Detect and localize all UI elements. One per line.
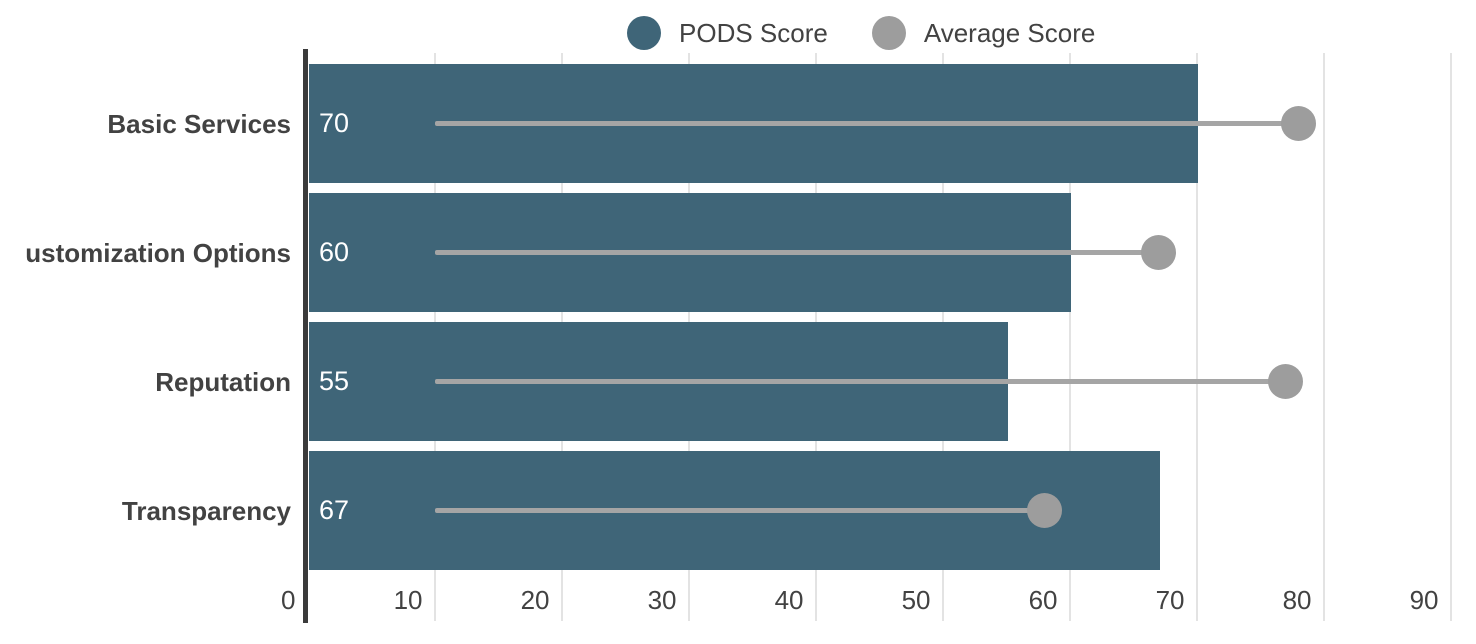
x-gridline xyxy=(1195,53,1198,621)
legend-item-label: Average Score xyxy=(923,18,1096,48)
y-axis-line xyxy=(303,49,308,623)
x-gridline xyxy=(1449,53,1452,621)
category-label: Transparency xyxy=(121,495,291,526)
x-axis-tick-label: 80 xyxy=(1282,585,1312,615)
average-score-stem xyxy=(434,121,1299,126)
x-axis-tick-label: 0 xyxy=(281,585,296,615)
x-axis-tick-label: 30 xyxy=(647,585,677,615)
bar-value-label: 60 xyxy=(319,237,350,267)
category-label: ustomization Options xyxy=(25,237,291,268)
x-axis-tick-label: 90 xyxy=(1409,585,1439,615)
legend-swatch-circle-icon xyxy=(627,16,661,50)
legend-item-pods-score[interactable]: PODS Score xyxy=(627,16,828,50)
average-score-dot[interactable] xyxy=(1280,106,1316,141)
x-gridline xyxy=(1068,53,1071,621)
x-axis-tick-label: 20 xyxy=(520,585,550,615)
average-score-dot[interactable] xyxy=(1140,235,1176,270)
bar-value-label: 67 xyxy=(319,495,350,525)
x-axis-tick-label: 10 xyxy=(393,585,423,615)
bar-value-label: 70 xyxy=(319,108,350,138)
legend-item-average-score[interactable]: Average Score xyxy=(871,16,1096,50)
bar-value-label: 55 xyxy=(319,366,350,396)
x-axis-tick-label: 70 xyxy=(1155,585,1185,615)
average-score-stem xyxy=(434,379,1286,384)
x-axis-tick-label: 50 xyxy=(901,585,931,615)
x-axis-tick-label: 40 xyxy=(774,585,804,615)
category-label: Reputation xyxy=(155,366,291,397)
legend-swatch-circle-icon xyxy=(871,16,906,50)
x-gridline xyxy=(1322,53,1325,621)
average-score-stem xyxy=(434,508,1045,513)
average-score-dot[interactable] xyxy=(1026,493,1062,528)
average-score-stem xyxy=(434,250,1159,255)
average-score-dot[interactable] xyxy=(1267,364,1303,399)
x-axis-tick-label: 60 xyxy=(1028,585,1058,615)
legend-item-label: PODS Score xyxy=(679,18,828,48)
chart-legend: PODS Score Average Score xyxy=(627,15,1095,51)
category-label: Basic Services xyxy=(107,108,291,139)
